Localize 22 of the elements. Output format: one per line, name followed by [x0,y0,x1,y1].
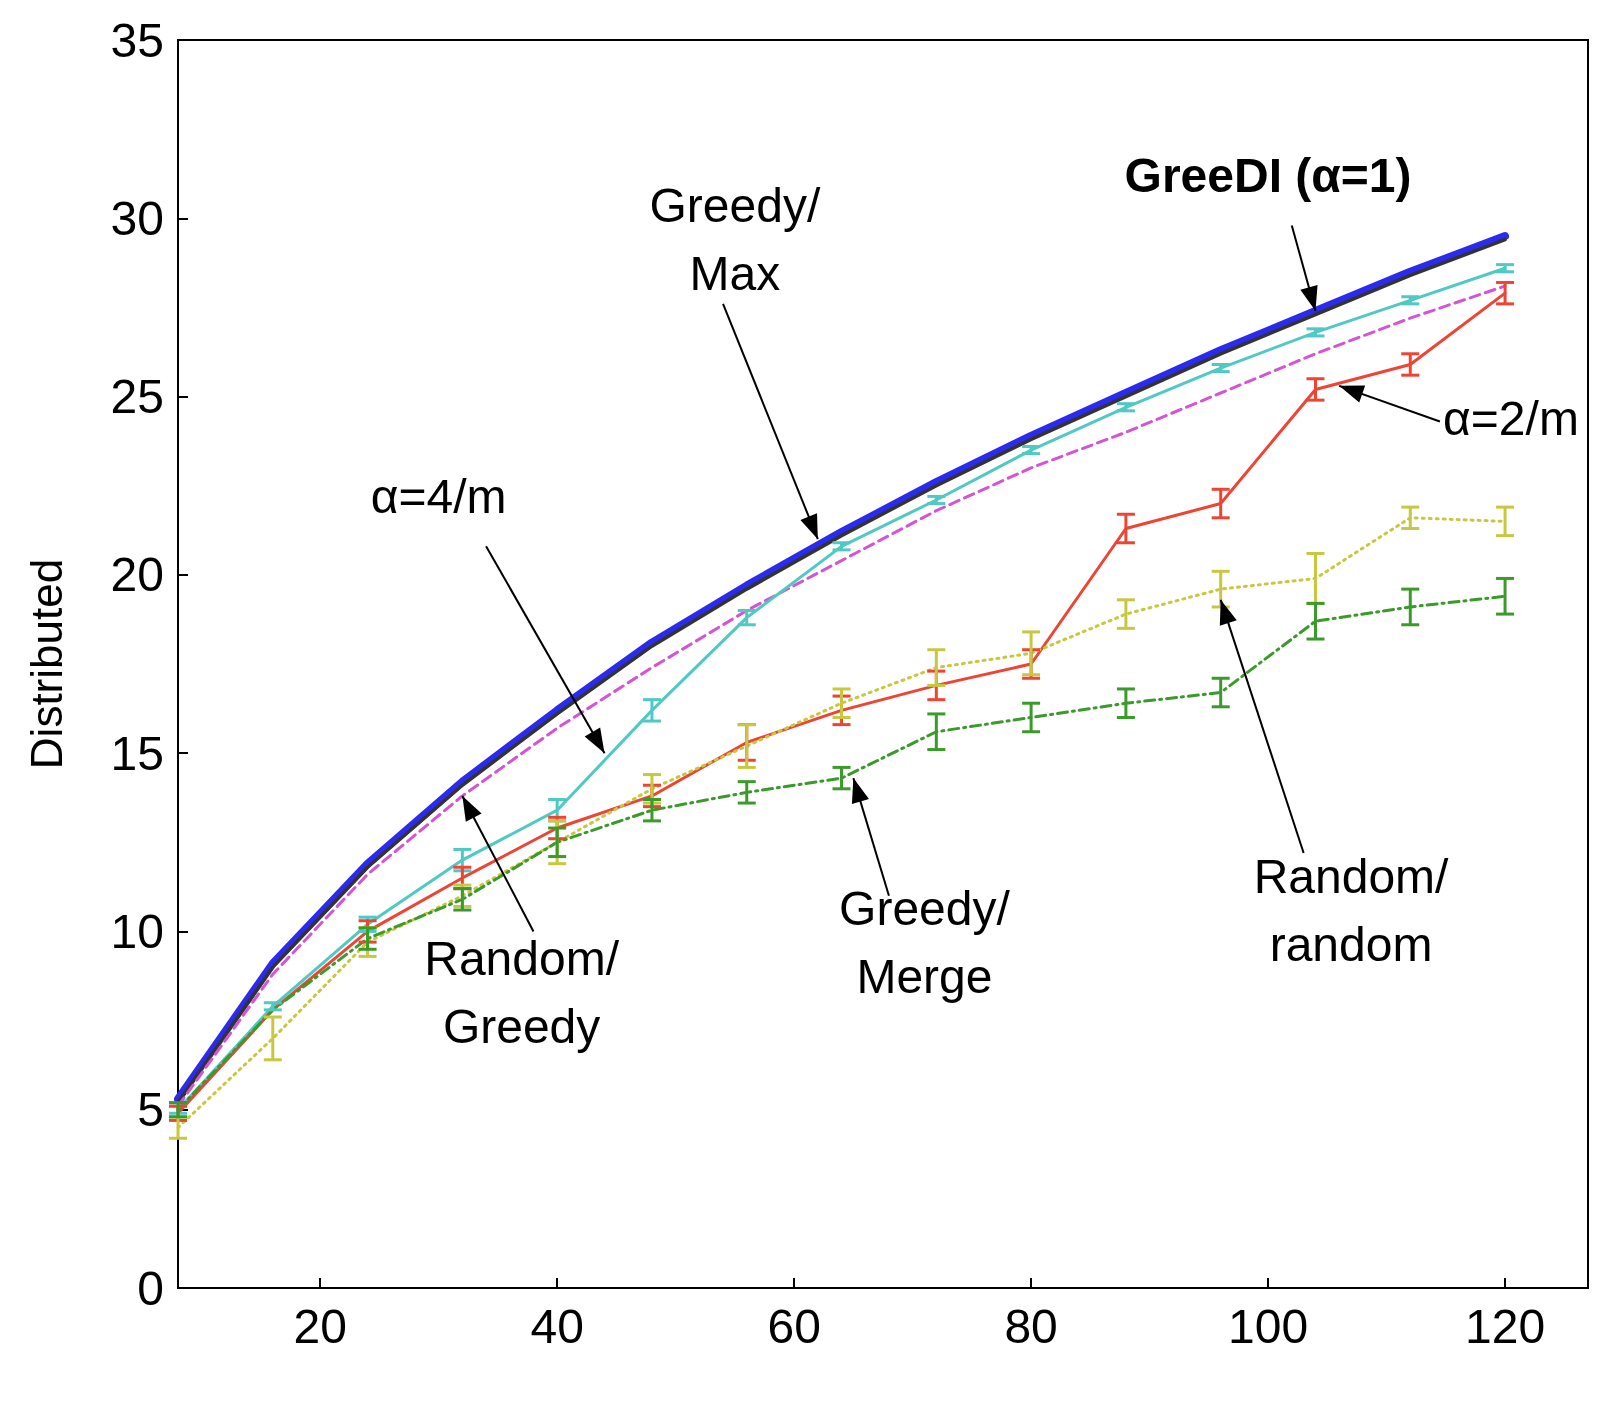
y-tick-label: 0 [137,1261,164,1315]
y-tick-label: 15 [110,726,164,780]
y-tick-label: 10 [110,904,164,958]
annotation: α=4/m [370,469,507,523]
x-tick-label: 100 [1228,1299,1309,1353]
y-tick-label: 5 [137,1083,164,1137]
x-tick-label: 120 [1465,1299,1546,1353]
annotation: Greedy/ Merge [839,881,1011,1003]
x-tick-label: 20 [293,1299,347,1353]
annotation: GreeDI (α=1) [1124,148,1412,202]
annotation: Random/ Greedy [424,931,620,1053]
annotation: Random/ random [1253,849,1450,971]
y-tick-label: 20 [110,548,164,602]
y-tick-label: 30 [110,191,164,245]
y-tick-label: 25 [110,370,164,424]
annotation: α=2/m [1443,391,1579,445]
x-tick-label: 80 [1004,1299,1058,1353]
x-tick-label: 40 [530,1299,584,1353]
y-axis-title: Distributed [21,558,71,770]
y-tick-label: 35 [110,13,164,67]
annotation: Greedy/ Max [649,178,821,300]
x-tick-label: 60 [767,1299,821,1353]
